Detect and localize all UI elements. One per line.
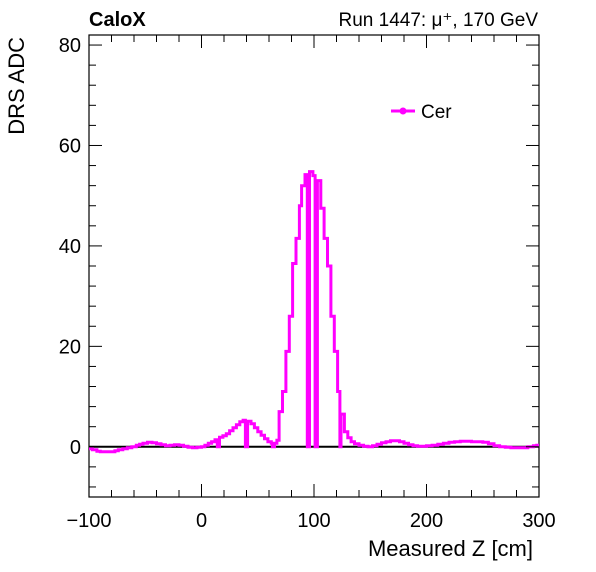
y-tick-label: 20	[59, 336, 81, 358]
x-tick-label: 100	[297, 510, 330, 532]
x-tick-label: −100	[66, 510, 111, 532]
legend: Cer	[391, 102, 452, 123]
x-axis-label: Measured Z [cm]	[368, 536, 533, 561]
y-tick-label: 80	[59, 35, 81, 57]
y-tick-label: 40	[59, 236, 81, 258]
series-line-cer	[89, 170, 539, 454]
y-tick-label: 0	[70, 437, 81, 459]
x-tick-label: 200	[410, 510, 443, 532]
y-tick-label: 60	[59, 135, 81, 157]
x-tick-label: 0	[196, 510, 207, 532]
axes-layer: −100 0 100 200 300 0 20 40 60 80	[59, 35, 556, 532]
y-axis-label: DRS ADC	[4, 37, 29, 135]
header-right-label: Run 1447: μ⁺, 170 GeV	[339, 10, 539, 31]
header-left-label: CaloX	[89, 9, 146, 31]
series-layer	[89, 170, 539, 454]
legend-label: Cer	[421, 102, 452, 123]
x-tick-label: 300	[522, 510, 555, 532]
legend-swatch-marker	[399, 107, 407, 115]
